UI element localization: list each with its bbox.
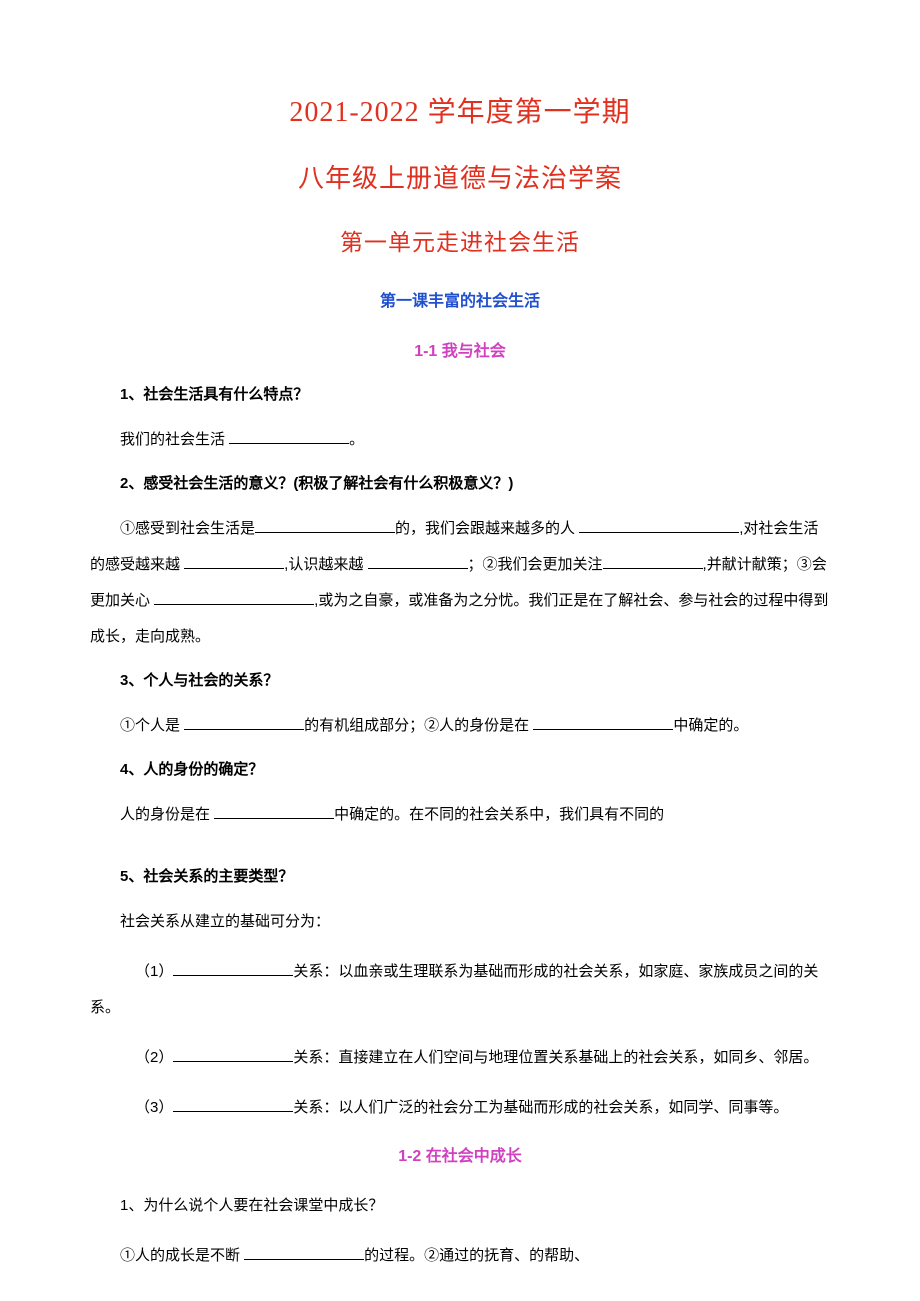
q1-body: 我们的社会生活 。 <box>90 422 830 458</box>
q3-b: 的有机组成部分；②人的身份是在 <box>304 717 533 734</box>
q2-d: ,认识越来越 <box>284 556 367 573</box>
blank <box>173 1046 293 1063</box>
q5-2a: （2） <box>135 1049 173 1066</box>
q5-intro: 社会关系从建立的基础可分为： <box>90 904 830 940</box>
q5-item-2: （2） 关系：直接建立在人们空间与地理位置关系基础上的社会关系，如同乡、邻居。 <box>90 1040 830 1076</box>
unit-title: 第一单元走进社会生活 <box>90 223 830 257</box>
q4-b: 中确定的。在不同的社会关系中，我们具有不同的 <box>334 806 664 823</box>
question-5: 5、社会关系的主要类型？ <box>90 865 830 886</box>
q4-a: 人的身份是在 <box>120 806 214 823</box>
blank <box>368 553 468 570</box>
q5-item-1: （1）关系：以血亲或生理联系为基础而形成的社会关系，如家庭、家族成员之间的关系。 <box>90 954 830 1026</box>
blank <box>229 428 349 445</box>
q4-body: 人的身份是在 中确定的。在不同的社会关系中，我们具有不同的 <box>90 797 830 833</box>
lesson-title: 第一课丰富的社会生活 <box>90 287 830 311</box>
s2-q1-a: ①人的成长是不断 <box>120 1247 244 1264</box>
blank <box>184 553 284 570</box>
q2-a: ①感受到社会生活是 <box>120 520 255 537</box>
s2-q1-b: 的过程。②通过的抚育、的帮助、 <box>364 1247 589 1264</box>
blank <box>255 517 395 534</box>
q2-e: ；②我们会更加关注 <box>468 556 603 573</box>
question-3: 3、个人与社会的关系？ <box>90 669 830 690</box>
section-2-title: 1-2 在社会中成长 <box>90 1142 830 1166</box>
blank <box>579 517 739 534</box>
blank <box>244 1244 364 1261</box>
q3-body: ①个人是 的有机组成部分；②人的身份是在 中确定的。 <box>90 708 830 744</box>
q5-item-3: （3） 关系：以人们广泛的社会分工为基础而形成的社会关系，如同学、同事等。 <box>90 1090 830 1126</box>
blank <box>154 589 314 606</box>
q5-3b: 关系：以人们广泛的社会分工为基础而形成的社会关系，如同学、同事等。 <box>293 1099 788 1116</box>
q2-b: 的，我们会跟越来越多的人 <box>395 520 579 537</box>
q1-text-a: 我们的社会生活 <box>120 431 229 448</box>
question-2: 2、感受社会生活的意义？(积极了解社会有什么积极意义？) <box>90 472 830 493</box>
q5-3a: （3） <box>135 1099 173 1116</box>
s2-q1-body: ①人的成长是不断 的过程。②通过的抚育、的帮助、 <box>90 1238 830 1274</box>
blank <box>173 960 293 977</box>
q5-2b: 关系：直接建立在人们空间与地理位置关系基础上的社会关系，如同乡、邻居。 <box>293 1049 818 1066</box>
s2-question-1: 1、为什么说个人要在社会课堂中成长？ <box>90 1188 830 1224</box>
blank <box>173 1096 293 1113</box>
blank <box>603 553 703 570</box>
section-1-title: 1-1 我与社会 <box>90 337 830 361</box>
title-semester: 2021-2022 学年度第一学期 <box>90 90 830 130</box>
q1-text-b: 。 <box>349 431 364 448</box>
q5-1a: （1） <box>135 963 173 980</box>
blank <box>533 714 673 731</box>
question-4: 4、人的身份的确定？ <box>90 758 830 779</box>
q3-c: 中确定的。 <box>673 717 748 734</box>
title-course: 八年级上册道德与法治学案 <box>90 158 830 195</box>
q2-body: ①感受到社会生活是的，我们会跟越来越多的人 ,对社会生活的感受越来越 ,认识越来… <box>90 511 830 655</box>
question-1: 1、社会生活具有什么特点？ <box>90 383 830 404</box>
q3-a: ①个人是 <box>120 717 184 734</box>
blank <box>214 803 334 820</box>
blank <box>184 714 304 731</box>
